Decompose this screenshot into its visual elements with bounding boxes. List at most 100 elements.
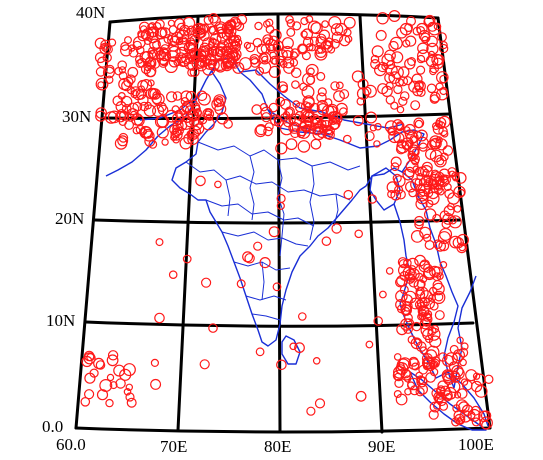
- quake-marker: [193, 108, 202, 117]
- quake-marker: [423, 357, 435, 369]
- lon-label-70e: 70E: [160, 437, 188, 456]
- quake-marker: [296, 129, 306, 139]
- quake-marker: [177, 22, 186, 32]
- quake-marker: [343, 16, 356, 29]
- quake-marker: [276, 193, 286, 204]
- quake-marker: [208, 12, 219, 24]
- quake-marker: [209, 15, 221, 27]
- quake-marker: [419, 290, 433, 304]
- quake-marker: [189, 67, 200, 78]
- quake-marker: [434, 292, 444, 302]
- quake-marker: [113, 364, 126, 377]
- quake-marker: [407, 377, 420, 391]
- quake-marker: [425, 372, 436, 383]
- quake-marker: [395, 289, 408, 303]
- quake-marker: [432, 57, 444, 70]
- quake-marker: [279, 113, 289, 123]
- quake-marker: [148, 139, 158, 149]
- quake-marker: [365, 111, 378, 124]
- quake-marker: [437, 380, 449, 392]
- quake-marker: [427, 327, 441, 341]
- quake-marker: [393, 390, 402, 399]
- lon-label-90e: 90E: [368, 437, 396, 456]
- quake-marker: [342, 134, 352, 144]
- lat-label-40n: 40N: [76, 3, 106, 22]
- quake-marker: [268, 35, 279, 46]
- quake-marker: [335, 102, 348, 115]
- quake-marker: [302, 36, 314, 48]
- quake-marker: [123, 387, 132, 396]
- quake-marker: [396, 323, 408, 336]
- quake-marker: [437, 231, 451, 245]
- quake-marker: [118, 117, 128, 127]
- quake-marker: [415, 129, 428, 142]
- quake-marker: [314, 47, 328, 61]
- quake-marker: [143, 104, 157, 117]
- quake-marker: [208, 25, 219, 36]
- quake-marker: [427, 21, 438, 32]
- quake-marker: [424, 310, 433, 319]
- quake-marker: [402, 301, 413, 312]
- quake-marker: [148, 22, 157, 30]
- quake-marker: [330, 23, 344, 36]
- quake-marker: [392, 119, 404, 131]
- quake-marker: [428, 409, 439, 420]
- sri-lanka: [281, 335, 301, 365]
- quake-marker: [415, 189, 429, 202]
- quake-marker: [413, 80, 426, 93]
- quake-marker: [104, 111, 118, 124]
- quake-marker: [261, 55, 269, 63]
- quake-marker: [297, 140, 311, 153]
- quake-marker: [130, 86, 141, 97]
- quake-marker: [300, 17, 309, 26]
- quake-marker: [140, 63, 152, 75]
- quake-marker: [208, 37, 217, 46]
- quake-marker: [354, 229, 364, 239]
- quake-marker: [395, 121, 405, 131]
- quake-marker: [280, 122, 294, 136]
- quake-marker: [456, 388, 468, 399]
- quake-marker: [299, 82, 308, 92]
- quake-marker: [417, 166, 428, 177]
- quake-marker: [398, 259, 408, 269]
- quake-marker: [395, 189, 406, 200]
- quake-marker: [255, 124, 267, 136]
- quake-marker: [415, 371, 424, 380]
- quake-marker: [329, 110, 342, 123]
- quake-marker: [156, 114, 170, 128]
- quake-marker: [393, 132, 405, 144]
- myanmar-west: [393, 203, 411, 305]
- quake-marker: [265, 18, 274, 27]
- quake-marker: [375, 29, 387, 41]
- quake-marker: [351, 70, 364, 83]
- quake-marker: [403, 324, 414, 334]
- quake-marker: [224, 29, 232, 38]
- quake-marker: [310, 138, 322, 150]
- quake-marker: [417, 189, 426, 198]
- quake-marker: [395, 299, 407, 311]
- quake-marker: [394, 378, 404, 388]
- lon-label-60: 60.0: [56, 435, 86, 454]
- quake-marker: [128, 47, 139, 58]
- quake-marker: [216, 112, 229, 125]
- quake-marker: [328, 16, 342, 30]
- quake-marker: [125, 392, 135, 402]
- quake-marker: [118, 110, 130, 121]
- quake-marker: [437, 121, 446, 129]
- india-outline: [171, 57, 425, 347]
- quake-marker: [397, 257, 408, 267]
- quake-marker: [393, 84, 403, 95]
- quake-marker: [292, 21, 302, 31]
- quake-marker: [419, 318, 431, 330]
- quake-marker: [403, 290, 417, 304]
- quake-marker: [411, 157, 420, 166]
- quake-marker: [114, 66, 123, 76]
- quake-marker: [155, 238, 164, 247]
- quake-marker: [282, 49, 293, 61]
- quake-marker: [292, 100, 301, 108]
- quake-marker: [139, 125, 153, 139]
- quake-marker: [275, 96, 286, 107]
- quake-marker: [324, 98, 333, 107]
- quake-marker: [275, 142, 288, 155]
- quake-marker: [118, 66, 127, 74]
